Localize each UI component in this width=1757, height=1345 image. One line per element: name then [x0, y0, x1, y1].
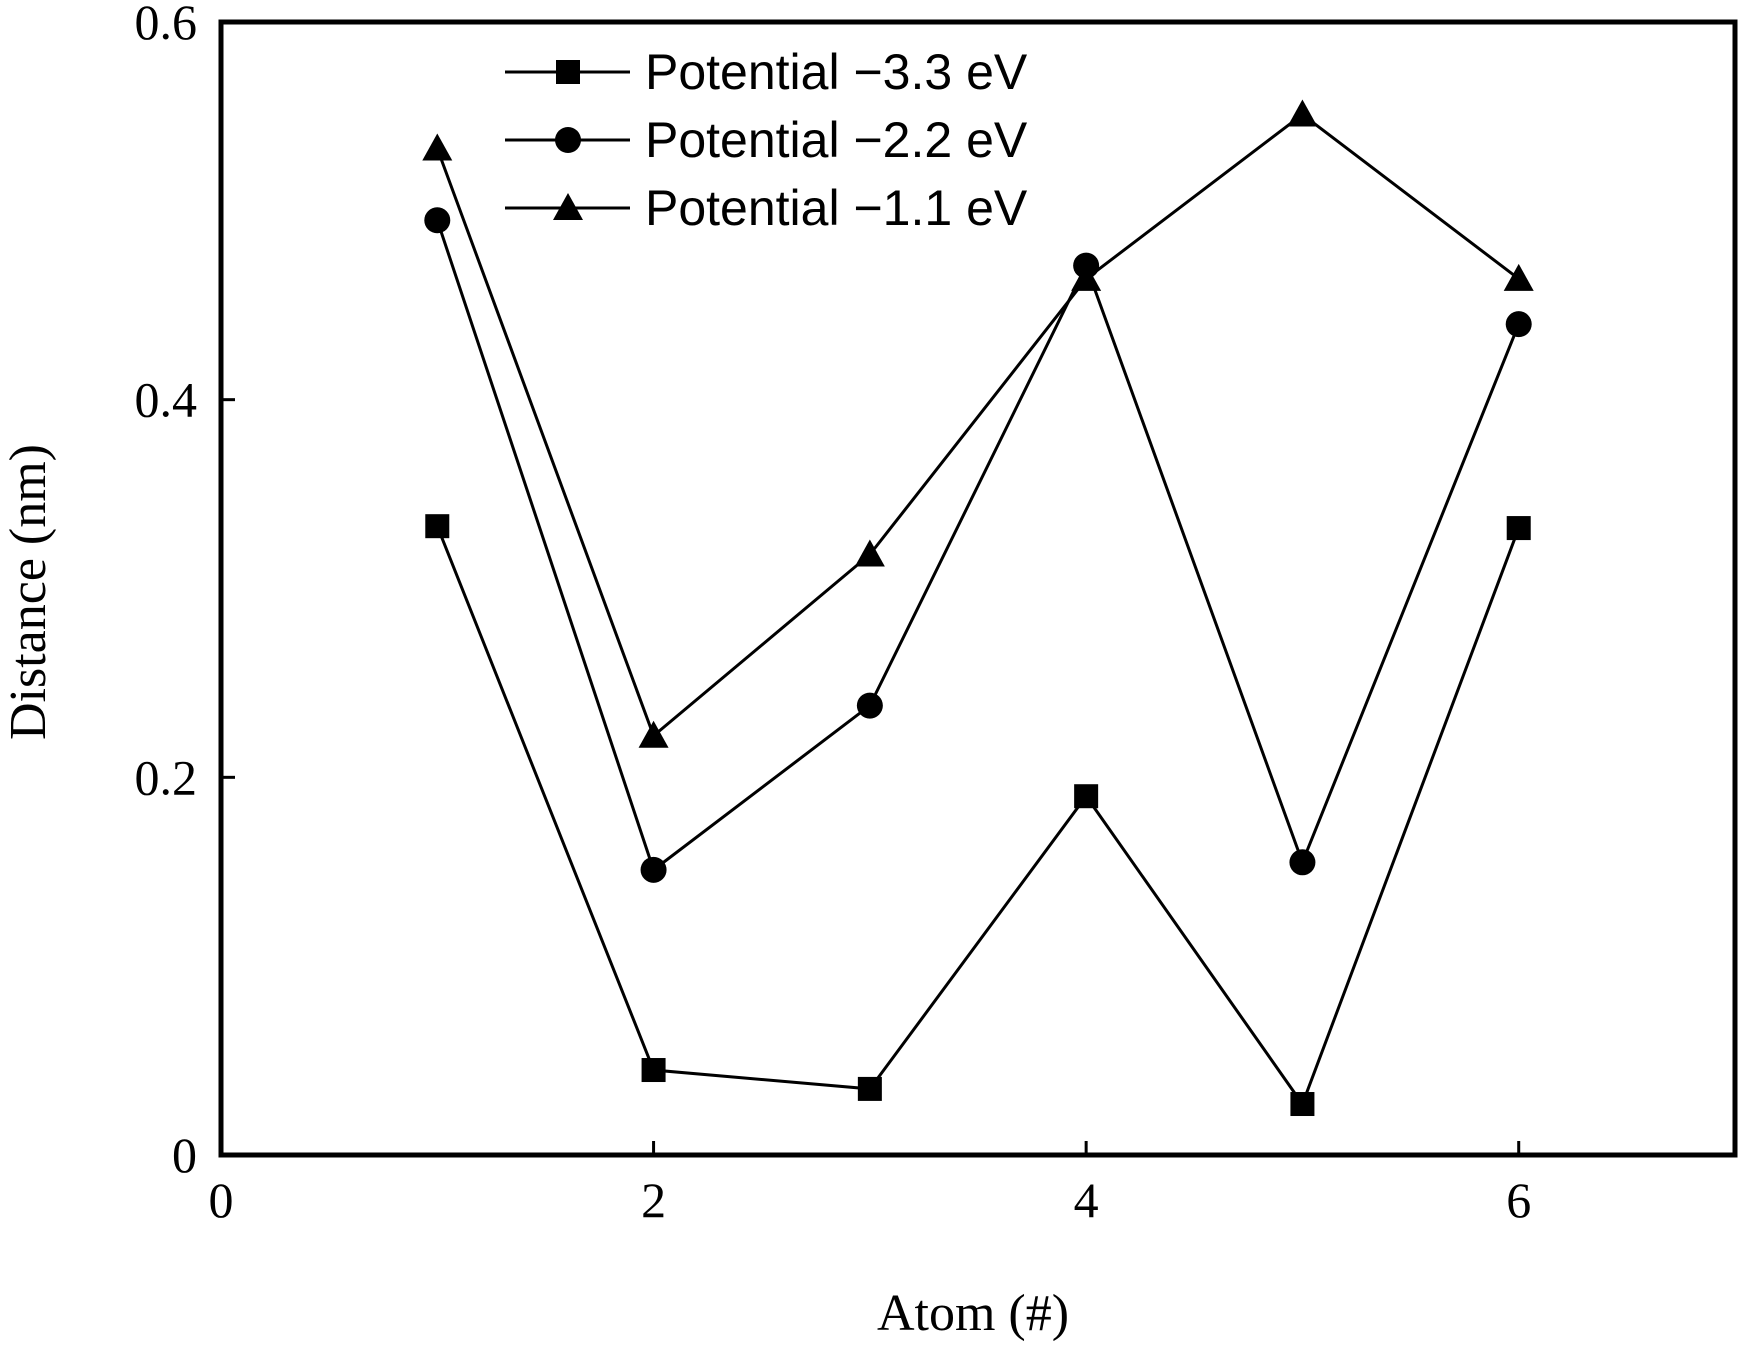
square-marker: [641, 1058, 666, 1083]
series-group: [422, 99, 1534, 1117]
legend-circle-marker: [555, 127, 581, 153]
series-square: [425, 514, 1531, 1117]
axes: 0 2 4 6 0 0.2 0.4 0.6: [135, 0, 1738, 1228]
square-marker: [857, 1076, 882, 1101]
y-tick-label: 0: [172, 1127, 197, 1183]
y-axis-title: Distance (nm): [0, 444, 57, 740]
y-tick-label: 0.4: [135, 372, 198, 428]
triangle-marker: [638, 720, 669, 748]
legend-label: Potential −3.3 eV: [645, 44, 1028, 100]
series-triangle: [422, 99, 1534, 748]
legend-square-marker: [556, 60, 580, 84]
y-tick-label: 0.6: [135, 0, 198, 50]
legend: Potential −3.3 eV Potential −2.2 eV Potent…: [505, 44, 1028, 236]
triangle-marker: [422, 133, 453, 161]
triangle-marker: [854, 539, 885, 567]
circle-marker: [1289, 849, 1316, 876]
x-tick-label: 4: [1074, 1172, 1099, 1228]
circle-marker: [856, 692, 883, 719]
legend-label: Potential −2.2 eV: [645, 112, 1028, 168]
square-marker: [1506, 516, 1531, 541]
x-tick-label: 2: [641, 1172, 666, 1228]
circle-marker: [1505, 311, 1532, 338]
legend-item: Potential −3.3 eV: [505, 44, 1028, 100]
x-tick-label: 0: [209, 1172, 234, 1228]
circle-marker: [640, 856, 667, 883]
legend-item: Potential −2.2 eV: [505, 112, 1028, 168]
legend-triangle-marker: [553, 193, 583, 220]
triangle-marker: [1503, 263, 1534, 291]
circle-marker: [424, 207, 451, 234]
series-line: [435, 525, 1521, 1108]
x-axis-title: Atom (#): [877, 1285, 1069, 1342]
square-marker: [1290, 1092, 1315, 1117]
x-tick-label: 6: [1506, 1172, 1531, 1228]
legend-label: Potential −1.1 eV: [645, 180, 1028, 236]
y-tick-label: 0.2: [135, 749, 198, 805]
square-marker: [1074, 784, 1099, 809]
square-marker: [425, 514, 450, 539]
triangle-marker: [1071, 263, 1102, 291]
series-circle: [424, 207, 1532, 883]
series-line: [435, 219, 1521, 873]
triangle-marker: [1287, 99, 1318, 127]
legend-item: Potential −1.1 eV: [505, 180, 1028, 236]
series-line: [435, 112, 1520, 739]
plot-frame: [218, 19, 1738, 1158]
